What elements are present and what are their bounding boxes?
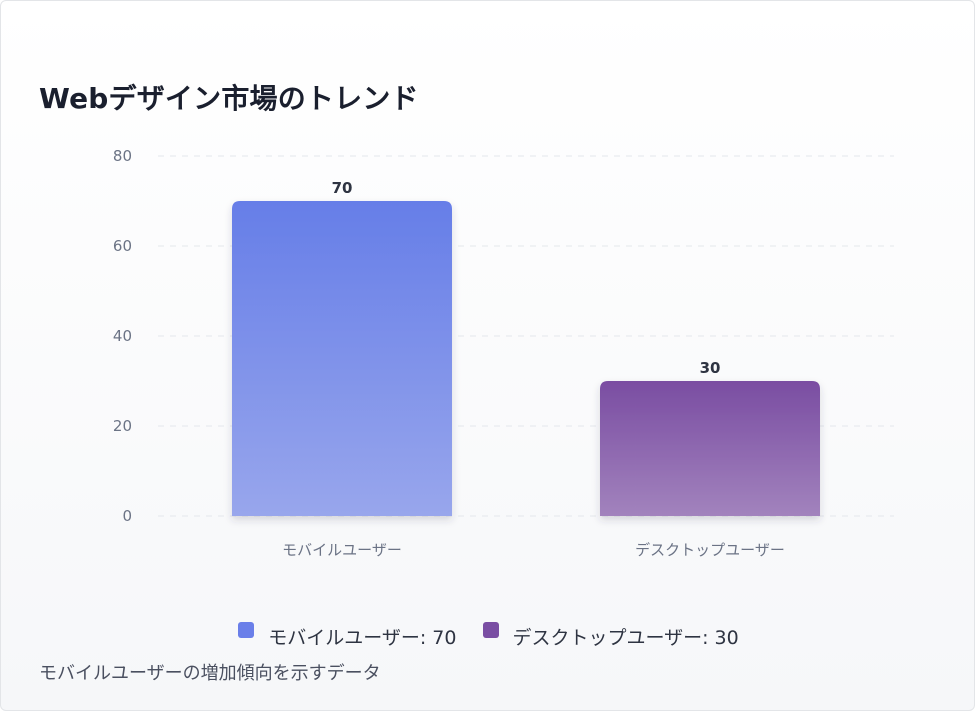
value-labels: 70 30 <box>332 179 721 377</box>
legend-item-desktop: デスクトップユーザー: 30 <box>482 617 739 649</box>
x-category-label: デスクトップユーザー <box>635 541 785 559</box>
y-tick-label: 40 <box>113 327 132 345</box>
footer-note: モバイルユーザーの増加傾向を示すデータ <box>39 663 381 684</box>
legend: モバイルユーザー: 70 デスクトップユーザー: 30 <box>1 617 974 649</box>
legend-item-mobile: モバイルユーザー: 70 <box>238 617 457 649</box>
legend-label-mobile: モバイルユーザー: 70 <box>268 627 457 649</box>
bars <box>232 201 820 516</box>
y-tick-label: 0 <box>122 507 132 525</box>
legend-swatch-desktop <box>482 622 499 638</box>
bar-value-label: 30 <box>700 359 721 377</box>
y-axis-ticks: 0 20 40 60 80 <box>113 147 132 525</box>
y-tick-label: 60 <box>113 237 132 255</box>
chart-title: Webデザイン市場のトレンド <box>39 82 419 115</box>
bar-0 <box>232 201 452 516</box>
x-category-label: モバイルユーザー <box>282 541 402 559</box>
legend-label-desktop: デスクトップユーザー: 30 <box>512 627 739 649</box>
bar-1 <box>600 381 820 516</box>
y-tick-label: 20 <box>113 417 132 435</box>
x-axis-labels: モバイルユーザー デスクトップユーザー <box>282 541 785 559</box>
legend-swatch-mobile <box>238 622 255 638</box>
bar-value-label: 70 <box>332 179 353 197</box>
y-tick-label: 80 <box>113 147 132 165</box>
